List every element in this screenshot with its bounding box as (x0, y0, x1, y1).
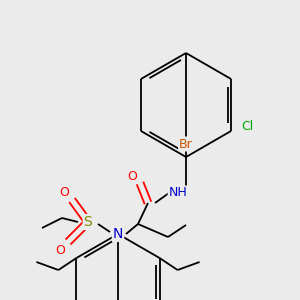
Text: S: S (84, 215, 92, 229)
Text: O: O (59, 185, 69, 199)
Text: NH: NH (169, 187, 188, 200)
Text: N: N (113, 227, 123, 241)
Text: Cl: Cl (241, 119, 253, 133)
Text: O: O (127, 169, 137, 182)
Text: Br: Br (179, 137, 193, 151)
Text: O: O (55, 244, 65, 256)
